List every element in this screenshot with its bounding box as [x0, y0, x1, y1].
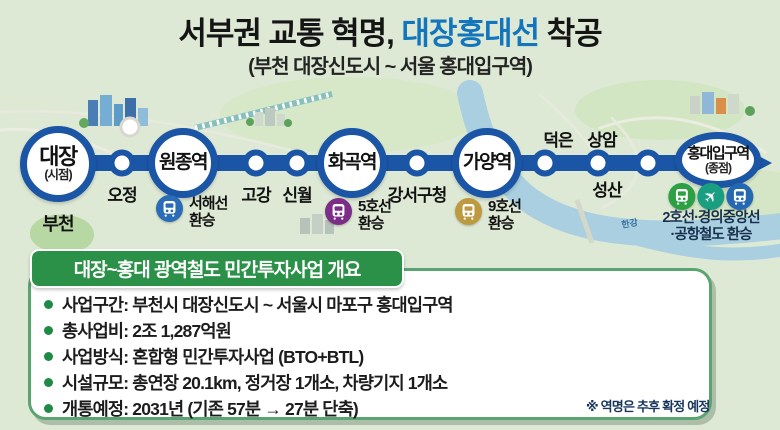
station-label-gangseogucheong: 강서구청	[387, 186, 448, 205]
overview-header: 대장~홍대 광역철도 민간투자사업 개요	[30, 249, 404, 288]
line2-train-icon	[668, 183, 696, 210]
station-hwagok: 화곡역	[317, 128, 387, 198]
overview-list: 사업구간: 부천시 대장신도시 ~ 서울시 마포구 홍대입구역 총사업비: 2조…	[44, 291, 454, 421]
rail-line	[48, 155, 740, 171]
station-subname: (시점)	[44, 167, 72, 182]
station-dot-seongsan	[634, 149, 662, 177]
station-dot-gangseogucheong	[403, 149, 431, 177]
title-suffix: 착공	[539, 16, 603, 51]
map-buildings-right	[690, 92, 755, 116]
gyeongui-jungang-train-icon	[726, 183, 754, 210]
station-label-ojeong: 오정	[107, 186, 137, 205]
map-bridge	[574, 199, 595, 244]
bullet-icon	[44, 403, 53, 413]
station-dot-ojeong	[108, 149, 136, 177]
station-label-sinwol: 신월	[282, 186, 312, 205]
station-name: 원종역	[159, 152, 208, 174]
transfer-wonjong: 서해선 환승	[156, 195, 228, 229]
overview-item-section: 사업구간: 부천시 대장신도시 ~ 서울시 마포구 홍대입구역	[44, 291, 454, 317]
transfer-label-line1: 2호선·경의중앙선	[662, 210, 760, 226]
station-gayang: 가양역	[452, 128, 522, 198]
transfer-hongdae: ✈ 2호선·경의중앙선 ·공항철도 환승	[662, 183, 761, 243]
transfer-label: 서해선 환승	[189, 195, 228, 229]
overview-item-cost: 총사업비: 2조 1,287억원	[44, 317, 453, 343]
transfer-hwagok: 5호선 환승	[325, 198, 392, 232]
station-dot-gogang	[242, 149, 270, 177]
map-buildings-center	[246, 108, 334, 234]
transfer-label: 5호선 환승	[358, 198, 392, 232]
station-daejang: 대장 (시점)	[20, 126, 96, 202]
station-label-sangam: 상암	[587, 131, 617, 150]
bullet-icon	[44, 351, 53, 361]
bullet-icon	[44, 325, 53, 335]
station-subname: (종점)	[704, 160, 732, 175]
station-label-seongsan: 성산	[592, 181, 622, 200]
airport-rail-plane-icon: ✈	[697, 183, 725, 210]
transfer-gayang: 9호선 환승	[455, 198, 522, 232]
station-name: 홍대입구역	[687, 145, 750, 163]
page-subtitle: (부천 대장신도시 ~ 서울 홍대입구역)	[248, 56, 533, 78]
page-title: 서부권 교통 혁명, 대장홍대선 착공	[0, 8, 780, 53]
seohae-line-train-icon	[156, 195, 183, 222]
transfer-label: 9호선 환승	[488, 198, 522, 232]
overview-item-method: 사업방식: 혼합형 민간투자사업 (BTO+BTL)	[44, 343, 453, 369]
overview-note: ※ 역명은 추후 확정 예정	[586, 399, 710, 414]
river-label: 한강	[620, 216, 639, 230]
station-dot-deokeun	[531, 149, 559, 177]
title-prefix: 서부권 교통 혁명,	[178, 16, 402, 51]
bullet-icon	[44, 377, 53, 387]
bullet-icon	[44, 299, 53, 309]
station-label-gogang: 고강	[241, 186, 271, 205]
station-label-deokeun: 덕은	[543, 131, 573, 150]
transfer-label-line2: ·공항철도 환승	[670, 226, 753, 243]
station-name: 대장	[39, 144, 78, 170]
station-name: 가양역	[463, 152, 512, 174]
station-wonjong: 원종역	[148, 128, 218, 198]
line9-train-icon	[455, 198, 482, 225]
map-buildings-left	[79, 95, 148, 138]
station-label-bucheon: 부천	[42, 214, 74, 234]
overview-item-scale: 시설규모: 총연장 20.1km, 정거장 1개소, 차량기지 1개소	[44, 369, 453, 395]
title-highlight: 대장홍대선	[401, 16, 540, 51]
line5-train-icon	[325, 198, 352, 225]
station-hongdae: 홍대입구역 (종점)	[675, 132, 761, 188]
overview-item-opening: 개통예정: 2031년 (기존 57분 → 27분 단축)	[44, 395, 453, 421]
station-dot-sangam	[584, 149, 612, 177]
station-dot-sinwol	[283, 149, 311, 177]
station-name: 화곡역	[328, 152, 377, 174]
map-railway-track	[194, 91, 333, 131]
map-park	[29, 214, 95, 253]
